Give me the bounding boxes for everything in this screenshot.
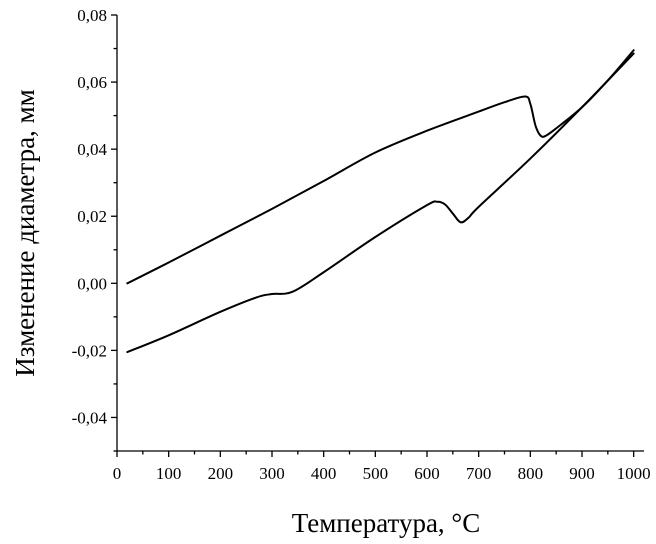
x-tick-label: 600 (414, 464, 440, 483)
x-tick-label: 900 (569, 464, 595, 483)
y-tick-label: 0,08 (77, 6, 107, 25)
ticks: 0 100 200 300 400 500 600 700 800 900 1000 -0,04 -0,… (72, 6, 651, 483)
x-tick-label: 0 (113, 464, 122, 483)
series-line-1 (126, 49, 635, 285)
x-axis-title: Температура, °C (292, 508, 481, 538)
x-tick-label: 500 (363, 464, 389, 483)
x-tick-label: 1000 (617, 464, 651, 483)
x-tick-label: 800 (518, 464, 544, 483)
y-tick-label: 0,00 (77, 274, 107, 293)
y-tick-label: -0,04 (72, 408, 108, 427)
y-tick-label: -0,02 (72, 341, 107, 360)
series-line-2 (126, 52, 635, 354)
y-tick-label: 0,04 (77, 140, 107, 159)
x-tick-label: 700 (466, 464, 492, 483)
y-tick-label: 0,06 (77, 73, 107, 92)
series-lines (126, 49, 635, 354)
x-tick-label: 200 (208, 464, 234, 483)
x-tick-label: 400 (311, 464, 337, 483)
x-tick-label: 300 (259, 464, 285, 483)
x-tick-label: 100 (156, 464, 182, 483)
y-tick-label: 0,02 (77, 207, 107, 226)
y-axis-title: Изменение диаметра, мм (10, 89, 40, 376)
